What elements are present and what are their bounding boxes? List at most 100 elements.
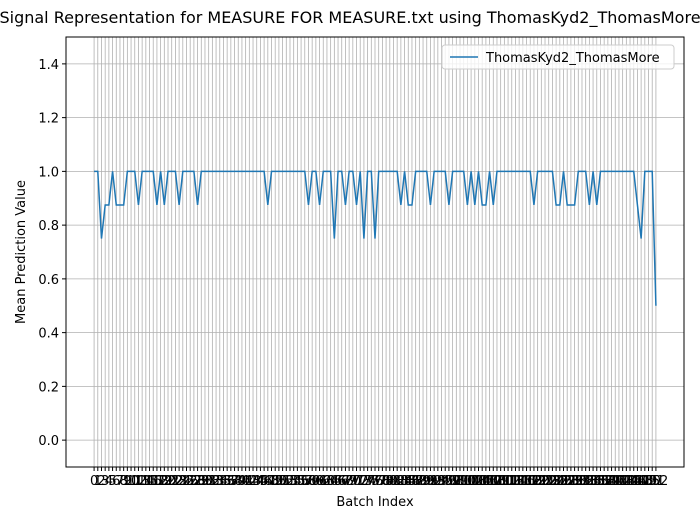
x-tick-label: 27: [186, 474, 203, 489]
x-tick-label: 146: [621, 474, 646, 489]
x-tick-label: 72: [352, 474, 369, 489]
x-tick-label: 80: [382, 474, 399, 489]
x-tick-label: 70: [345, 474, 362, 489]
x-tick-label: 6: [112, 474, 120, 489]
x-tick-label: 8: [120, 474, 128, 489]
x-tick-label: 97: [444, 474, 461, 489]
x-tick-label: 69: [341, 474, 358, 489]
x-tick-label: 67: [333, 474, 350, 489]
x-tick-label: 36: [219, 474, 236, 489]
x-tick-label: 30: [197, 474, 214, 489]
x-tick-label: 88: [411, 474, 428, 489]
x-tick-label: 60: [308, 474, 325, 489]
x-tick-label: 75: [363, 474, 380, 489]
x-tick-label: 99: [452, 474, 469, 489]
x-tick-label: 129: [558, 474, 583, 489]
x-tick-label: 31: [200, 474, 217, 489]
x-tick-label: 115: [507, 474, 532, 489]
x-tick-label: 17: [149, 474, 166, 489]
x-tick-label: 96: [441, 474, 458, 489]
x-tick-label: 98: [448, 474, 465, 489]
x-tick-label: 5: [108, 474, 116, 489]
x-tick-label: 24: [175, 474, 192, 489]
x-tick-label: 25: [178, 474, 195, 489]
x-tick-label: 84: [396, 474, 413, 489]
x-tick-label: 76: [367, 474, 384, 489]
x-tick-label: 113: [499, 474, 524, 489]
x-tick-label: 78: [374, 474, 391, 489]
x-tick-label: 59: [304, 474, 321, 489]
x-tick-label: 50: [271, 474, 288, 489]
x-tick-label: 122: [533, 474, 558, 489]
x-tick-label: 119: [522, 474, 547, 489]
x-tick-label: 136: [584, 474, 609, 489]
y-tick-label: 0.0: [38, 434, 59, 449]
x-tick-label: 44: [248, 474, 265, 489]
x-tick-label: 86: [404, 474, 421, 489]
x-tick-label: 52: [278, 474, 295, 489]
x-tick-label: 102: [459, 474, 484, 489]
x-tick-label: 18: [152, 474, 169, 489]
x-tick-label: 81: [385, 474, 402, 489]
x-tick-label: 117: [514, 474, 539, 489]
x-tick-label: 94: [433, 474, 450, 489]
x-tick-label: 46: [256, 474, 273, 489]
y-axis-label: Mean Prediction Value: [14, 180, 29, 324]
x-tick-label: 48: [263, 474, 280, 489]
x-tick-label: 12: [130, 474, 147, 489]
x-tick-label: 132: [570, 474, 595, 489]
x-tick-label: 82: [389, 474, 406, 489]
x-tick-label: 38: [226, 474, 243, 489]
x-tick-label: 137: [588, 474, 613, 489]
x-tick-label: 131: [566, 474, 591, 489]
x-tick-label: 112: [496, 474, 521, 489]
x-tick-label: 135: [581, 474, 606, 489]
x-tick-label: 55: [289, 474, 306, 489]
x-tick-label: 151: [640, 474, 665, 489]
x-tick-label: 20: [160, 474, 177, 489]
x-tick-label: 54: [285, 474, 302, 489]
x-tick-label: 10: [123, 474, 140, 489]
x-tick-label: 40: [234, 474, 251, 489]
chart-title: Signal Representation for MEASURE FOR ME…: [0, 8, 700, 28]
x-tick-label: 63: [319, 474, 336, 489]
x-tick-label: 62: [315, 474, 332, 489]
x-tick-label: 16: [145, 474, 162, 489]
plot-frame: [65, 36, 685, 468]
x-tick-label: 116: [510, 474, 535, 489]
x-tick-label: 144: [614, 474, 639, 489]
x-tick-label: 103: [462, 474, 487, 489]
x-tick-label: 13: [134, 474, 151, 489]
y-tick-label: 1.4: [38, 58, 59, 73]
x-tick-label: 66: [330, 474, 347, 489]
x-tick-label: 142: [607, 474, 632, 489]
x-tick-label: 15: [141, 474, 158, 489]
x-tick-label: 100: [451, 474, 476, 489]
x-tick-label: 128: [555, 474, 580, 489]
x-tick-label: 83: [393, 474, 410, 489]
x-tick-label: 93: [430, 474, 447, 489]
series-line: [94, 170, 657, 306]
x-tick-label: 29: [193, 474, 210, 489]
x-tick-label: 118: [518, 474, 543, 489]
x-tick-label: 127: [551, 474, 576, 489]
x-tick-label: 0: [90, 474, 98, 489]
x-tick-label: 148: [629, 474, 654, 489]
x-tick-label: 79: [378, 474, 395, 489]
x-tick-label: 105: [470, 474, 495, 489]
x-tick-label: 104: [466, 474, 491, 489]
legend-label: ThomasKyd2_ThomasMore: [485, 51, 660, 66]
x-tick-label: 41: [237, 474, 254, 489]
x-tick-label: 37: [223, 474, 240, 489]
x-tick-label: 111: [492, 474, 517, 489]
y-tick-label: 0.4: [38, 327, 59, 342]
x-tick-label: 58: [300, 474, 317, 489]
x-tick-label: 109: [485, 474, 510, 489]
x-tick-label: 120: [525, 474, 550, 489]
x-tick-label: 71: [348, 474, 365, 489]
x-tick-label: 125: [544, 474, 569, 489]
x-tick-label: 65: [326, 474, 343, 489]
x-tick-label: 126: [547, 474, 572, 489]
x-tick-label: 45: [252, 474, 269, 489]
